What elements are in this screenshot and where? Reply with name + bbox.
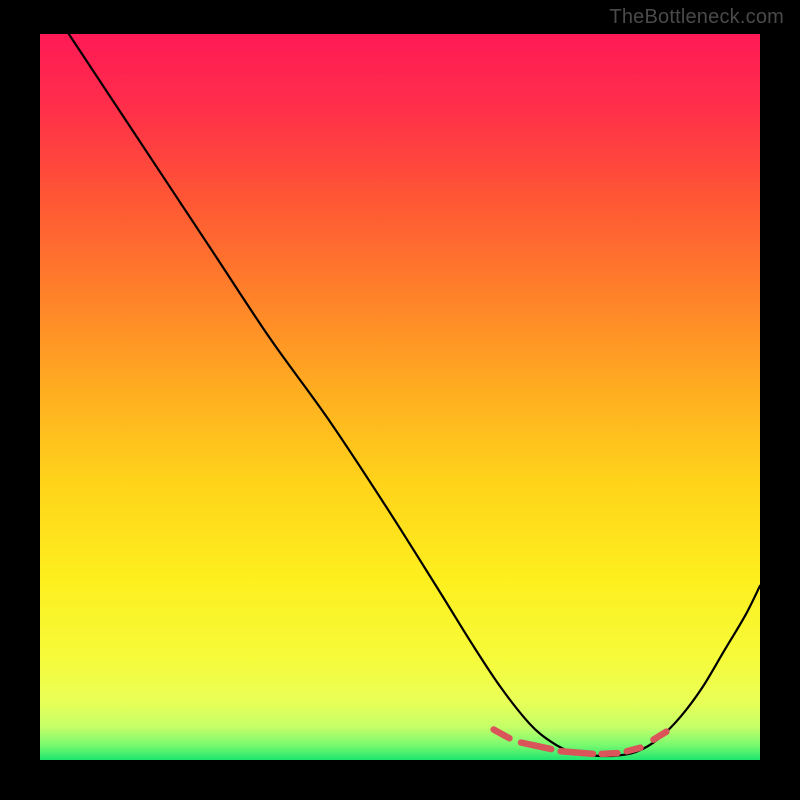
- gradient-background: [40, 34, 760, 760]
- marker-segment: [627, 748, 641, 752]
- marker-segment: [602, 753, 618, 754]
- watermark-text: TheBottleneck.com: [609, 6, 784, 29]
- chart-container: TheBottleneck.com: [0, 0, 800, 800]
- plot-area: [40, 34, 760, 760]
- marker-segment: [561, 751, 593, 754]
- chart-svg: [40, 34, 760, 760]
